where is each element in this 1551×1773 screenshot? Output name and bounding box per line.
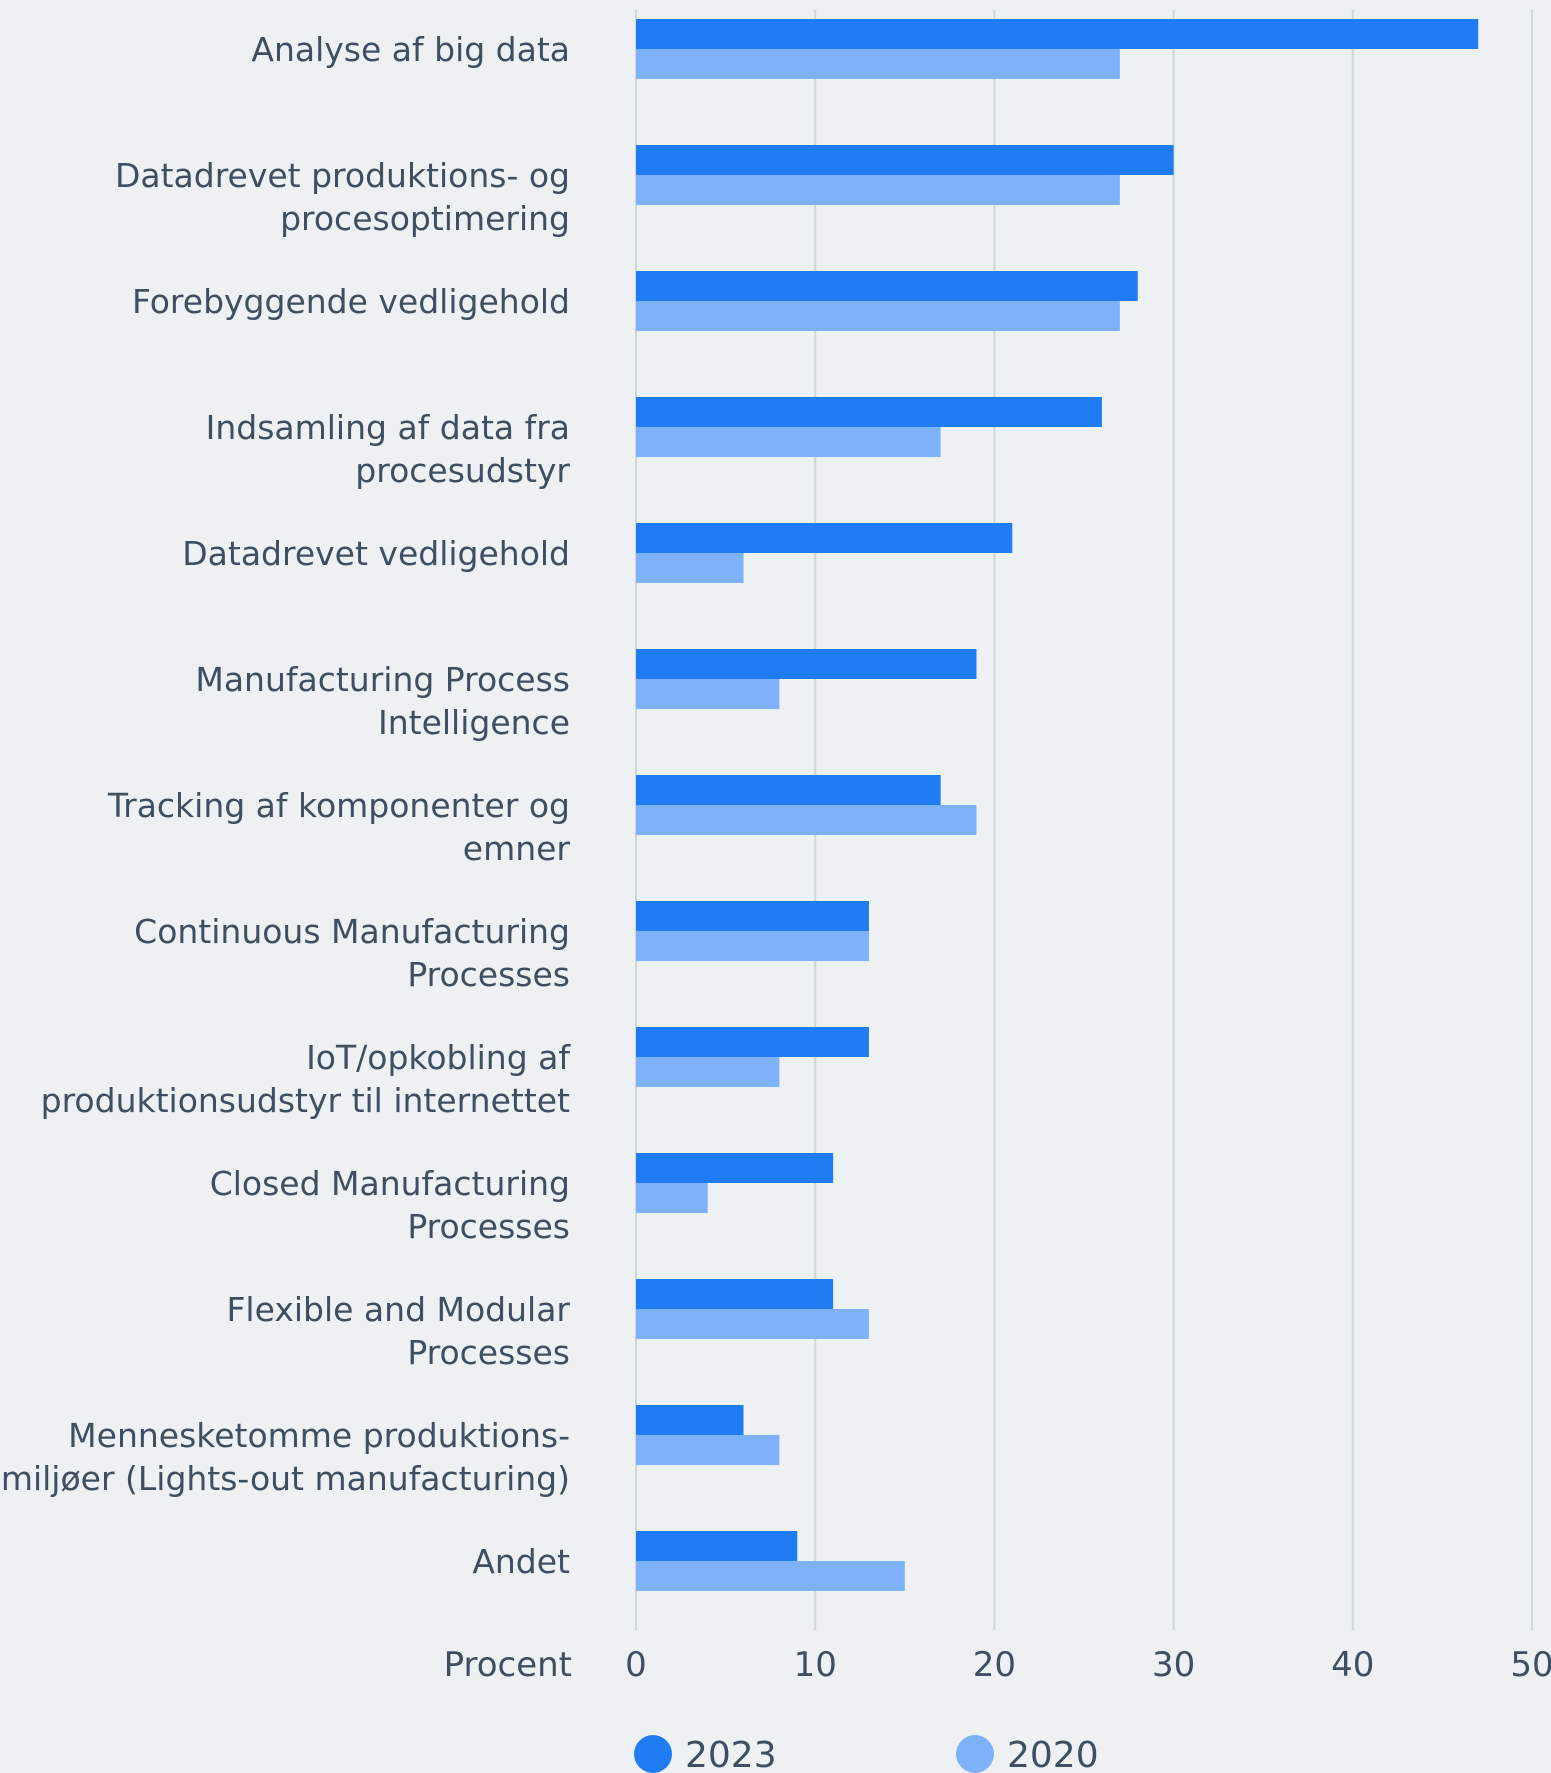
category-label: Datadrevet produktions- og procesoptimeri… — [115, 156, 570, 238]
category-label: Manufacturing Process Intelligence — [195, 660, 570, 742]
x-tick-label: 0 — [625, 1645, 647, 1685]
x-tick-label: 30 — [1152, 1645, 1195, 1685]
category-label: Tracking af komponenter og emner — [107, 786, 571, 868]
category-label-line: Tracking af komponenter og — [107, 786, 570, 825]
legend: 2023 2020 — [634, 1735, 1099, 1773]
legend-label-2020: 2020 — [1007, 1735, 1099, 1773]
x-axis-title: Procent — [444, 1645, 572, 1685]
bar-2023 — [636, 649, 977, 679]
category-label-line: Continuous Manufacturing — [134, 912, 570, 951]
x-axis: Procent 0 10 20 30 40 50 — [444, 1645, 1551, 1685]
x-tick-label: 10 — [794, 1645, 837, 1685]
category-label-line: Manufacturing Process — [195, 660, 570, 699]
bar-2020 — [636, 301, 1120, 331]
bar-2020 — [636, 553, 744, 583]
category-label-line: Analyse af big data — [251, 30, 570, 69]
bar-2023 — [636, 901, 869, 931]
bar-2023 — [636, 775, 941, 805]
category-label-line: emner — [463, 829, 571, 868]
category-label: Andet — [472, 1542, 570, 1581]
category-label-line: produktionsudstyr til internettet — [41, 1081, 570, 1120]
category-label-line: Forebyggende vedligehold — [132, 282, 570, 321]
bar-layer — [636, 19, 1479, 1591]
bar-2023 — [636, 397, 1102, 427]
x-tick-label: 40 — [1331, 1645, 1374, 1685]
x-tick-label: 20 — [973, 1645, 1016, 1685]
bar-2023 — [636, 1531, 798, 1561]
bar-2020 — [636, 1309, 869, 1339]
bar-2020 — [636, 805, 977, 835]
category-label-line: Processes — [407, 1333, 570, 1372]
legend-label-2023: 2023 — [685, 1735, 777, 1773]
category-label-line: Intelligence — [378, 703, 570, 742]
category-label-line: Flexible and Modular — [226, 1290, 570, 1329]
category-label: Closed Manufacturing Processes — [210, 1164, 570, 1246]
category-label: Mennesketomme produktions-miljøer (Light… — [1, 1416, 570, 1498]
category-label-line: Indsamling af data fra — [206, 408, 570, 447]
category-label: Continuous Manufacturing Processes — [134, 912, 570, 994]
legend-swatch-2020 — [956, 1735, 994, 1773]
category-label-line: miljøer (Lights-out manufacturing) — [1, 1459, 570, 1498]
category-label: Indsamling af data fra procesudstyr — [206, 408, 571, 490]
bar-2020 — [636, 49, 1120, 79]
category-label: Datadrevet vedligehold — [182, 534, 570, 573]
category-label: IoT/opkobling af produktionsudstyr til in… — [41, 1038, 572, 1120]
category-label-line: Datadrevet produktions- og — [115, 156, 570, 195]
bar-2020 — [636, 679, 780, 709]
bar-2023 — [636, 1153, 834, 1183]
bar-2023 — [636, 1405, 744, 1435]
category-label-line: Closed Manufacturing — [210, 1164, 570, 1203]
bar-2020 — [636, 931, 869, 961]
bar-2023 — [636, 271, 1138, 301]
bar-2020 — [636, 175, 1120, 205]
bar-2023 — [636, 1027, 869, 1057]
category-label-line: Datadrevet vedligehold — [182, 534, 570, 573]
category-label-line: Andet — [472, 1542, 570, 1581]
category-label: Flexible and Modular Processes — [226, 1290, 570, 1372]
category-label: Forebyggende vedligehold — [132, 282, 570, 321]
x-tick-label: 50 — [1510, 1645, 1551, 1685]
category-label-line: Processes — [407, 955, 570, 994]
bar-2020 — [636, 427, 941, 457]
category-label-line: IoT/opkobling af — [306, 1038, 571, 1077]
bar-2020 — [636, 1435, 780, 1465]
category-label-line: procesoptimering — [280, 199, 570, 238]
category-label: Analyse af big data — [251, 30, 570, 69]
bar-2020 — [636, 1183, 708, 1213]
bar-2020 — [636, 1561, 905, 1591]
category-label-layer: Analyse af big data Datadrevet produktion… — [1, 30, 572, 1581]
category-label-line: Mennesketomme produktions- — [68, 1416, 570, 1455]
category-label-line: procesudstyr — [355, 451, 570, 490]
bar-2020 — [636, 1057, 780, 1087]
legend-swatch-2023 — [634, 1735, 672, 1773]
bar-2023 — [636, 19, 1479, 49]
bar-2023 — [636, 1279, 834, 1309]
category-label-line: Processes — [407, 1207, 570, 1246]
bar-2023 — [636, 145, 1174, 175]
bar-2023 — [636, 523, 1013, 553]
